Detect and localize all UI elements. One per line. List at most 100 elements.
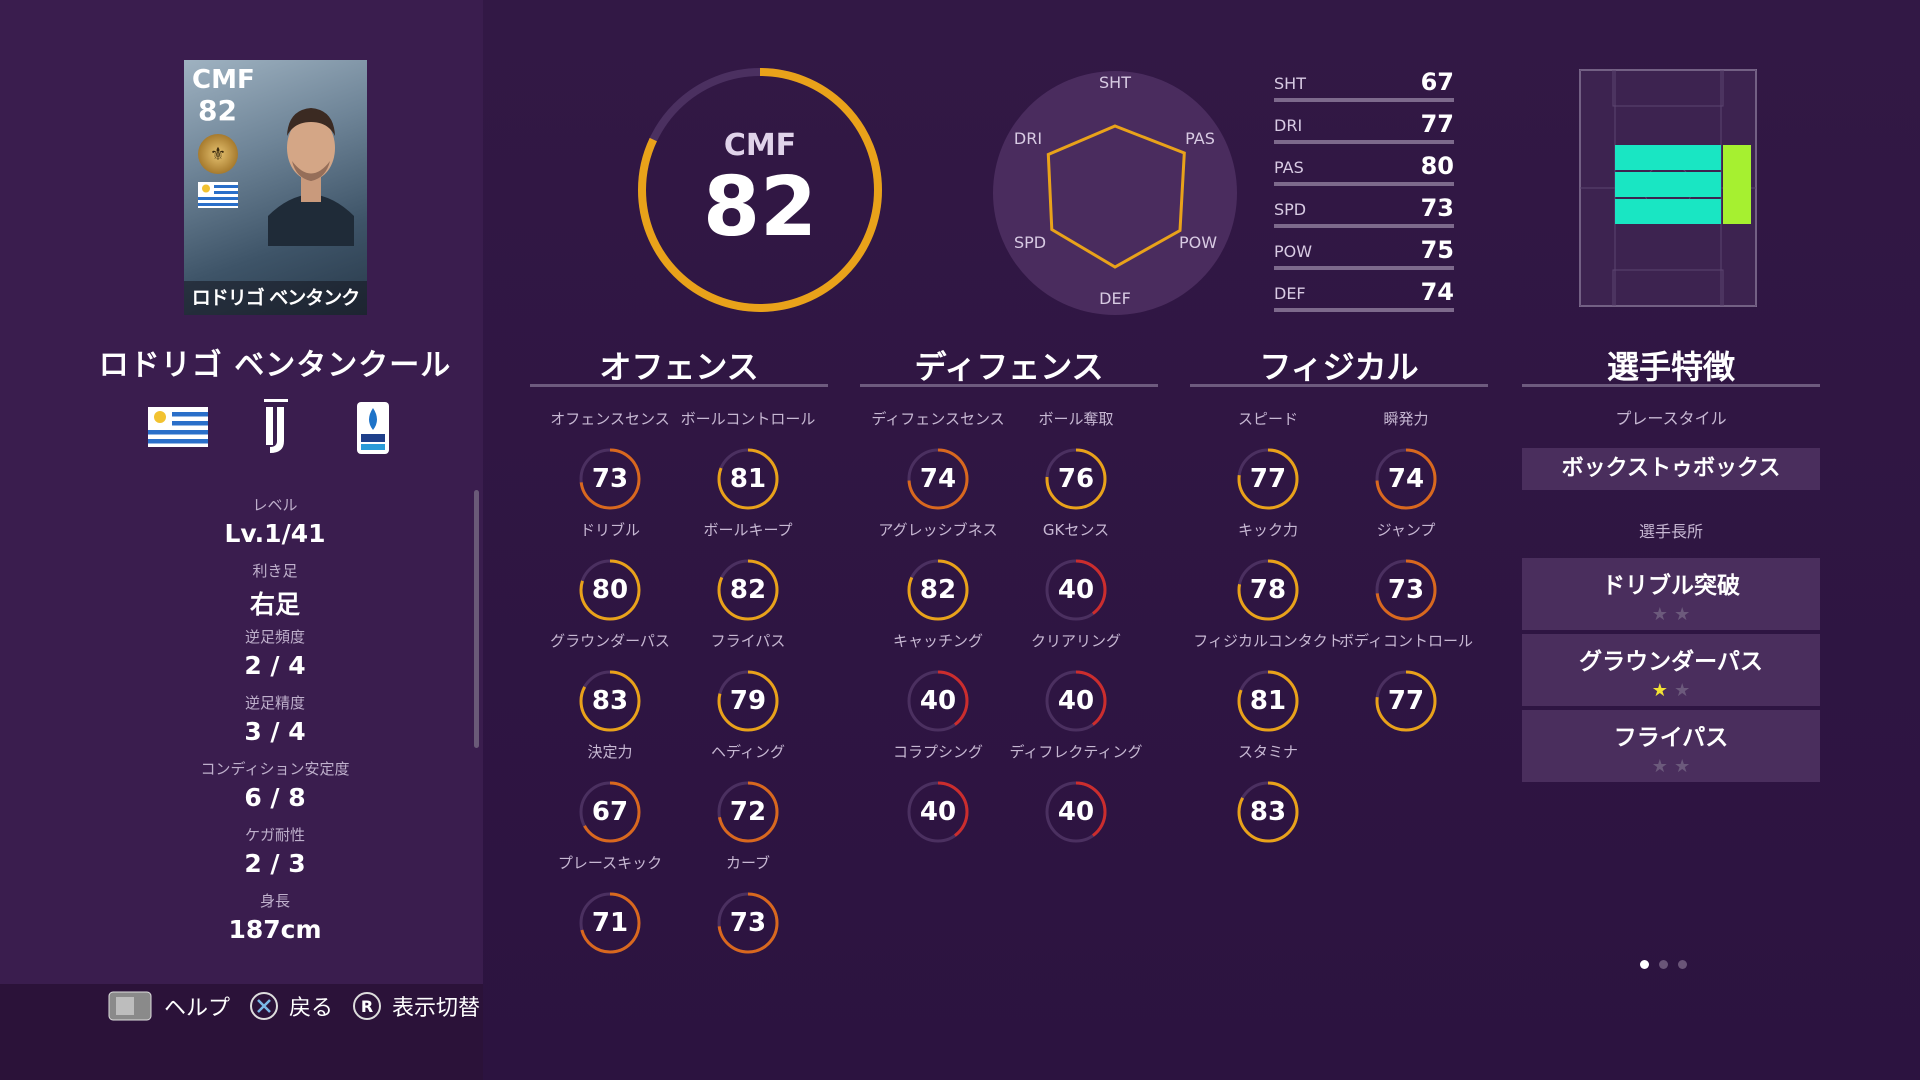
page-indicator[interactable]: [1640, 960, 1687, 969]
stat-value: 82: [729, 575, 767, 605]
back-hint[interactable]: 戻る: [249, 988, 333, 1024]
stat-ring-arc: [907, 781, 969, 843]
stat-label: プレースキック: [557, 854, 663, 872]
uruguay-flag-icon: [198, 182, 238, 208]
stat-ring: [579, 448, 641, 510]
stat-ring: [1237, 559, 1299, 621]
pitch-zone-primary: [1615, 145, 1721, 170]
stat-value: 81: [1249, 686, 1287, 716]
playstyle-label: プレースタイル: [1615, 409, 1727, 428]
offense-title: オフェンス: [599, 348, 759, 386]
card-player-name: ロドリゴ ベンタンクール: [184, 281, 367, 315]
stat-label: ボール奪取: [1038, 410, 1114, 428]
stat-ring-arc: [579, 670, 641, 732]
stat-value: 81: [729, 464, 767, 494]
stat-ring: [1045, 559, 1107, 621]
summary-bar: [1274, 266, 1454, 270]
page-dot-active[interactable]: [1640, 960, 1649, 969]
stat-value: 77: [1249, 464, 1287, 494]
position-pitch-map: [1579, 69, 1757, 307]
stat-label: ボディコントロール: [1339, 632, 1473, 650]
stat-label: キャッチング: [892, 632, 983, 650]
stat-ring-arc: [579, 559, 641, 621]
card-position: CMF: [192, 65, 255, 95]
weak-foot-accuracy-value: 3 / 4: [244, 717, 306, 746]
foot-value: 右足: [249, 590, 300, 619]
stat-value: 83: [1249, 797, 1287, 827]
stat-ring-arc: [1045, 448, 1107, 510]
info-scrollbar[interactable]: [474, 490, 479, 748]
nationality-flag-icon: [148, 407, 208, 447]
star-rating-icon: ★ ★: [1651, 604, 1691, 625]
stat-ring: [717, 448, 779, 510]
playstyle-box: ボックストゥボックス: [1522, 448, 1820, 490]
stat-label: フィジカルコンタクト: [1193, 632, 1343, 650]
star-rating-icon: ★ ★: [1651, 680, 1691, 701]
stat-label: ヘディング: [711, 743, 785, 761]
stat-ring-arc: [1045, 670, 1107, 732]
overall-ring: [638, 68, 882, 312]
skills-label: 選手長所: [1638, 522, 1703, 541]
stat-label: カーブ: [725, 854, 771, 872]
cross-button-icon: [250, 992, 278, 1020]
stat-label: オフェンスセンス: [550, 410, 670, 428]
stat-ring-arc: [907, 559, 969, 621]
injury-resistance-label: ケガ耐性: [244, 826, 305, 844]
page-dot[interactable]: [1659, 960, 1668, 969]
stat-value: 40: [1057, 686, 1095, 716]
stat-ring-arc: [1375, 559, 1437, 621]
stat-ring: [579, 559, 641, 621]
stat-label: ボールキープ: [703, 521, 793, 539]
page-dot[interactable]: [1678, 960, 1687, 969]
form-value: 6 / 8: [244, 783, 306, 812]
stat-value: 78: [1249, 575, 1287, 605]
stat-ring: [717, 670, 779, 732]
stat-label: 瞬発力: [1383, 410, 1429, 428]
weak-foot-accuracy-label: 逆足精度: [244, 694, 305, 712]
stat-ring: [907, 448, 969, 510]
skill-name: ドリブル突破: [1602, 573, 1740, 599]
stat-ring-arc: [1375, 448, 1437, 510]
toggle-view-hint[interactable]: R 表示切替: [352, 988, 480, 1024]
card-overall: 82: [198, 94, 237, 127]
stat-label: スピード: [1237, 410, 1298, 428]
traits-divider: [1522, 384, 1820, 387]
stat-ring: [907, 781, 969, 843]
stat-ring-arc: [717, 892, 779, 954]
stat-ring: [1237, 781, 1299, 843]
summary-bar: [1274, 98, 1454, 102]
summary-row-sht: SHT 67: [1274, 68, 1454, 102]
summary-bar: [1274, 182, 1454, 186]
stat-value: 77: [1387, 686, 1425, 716]
radar-label-spd: SPD: [1014, 233, 1046, 252]
toggle-view-hint-label: 表示切替: [392, 996, 481, 1021]
stat-label: ジャンプ: [1376, 521, 1436, 539]
stat-ring-arc: [717, 448, 779, 510]
stat-ring-arc: [1375, 670, 1437, 732]
help-hint[interactable]: ヘルプ: [108, 988, 230, 1024]
player-portrait: [268, 108, 354, 246]
summary-bar: [1274, 140, 1454, 144]
stat-value: 71: [591, 908, 629, 938]
stat-ring-arc: [1045, 781, 1107, 843]
pitch-zone-primary: [1615, 199, 1721, 224]
stat-label: GKセンス: [1042, 521, 1110, 539]
stat-value: 40: [919, 686, 957, 716]
stat-ring-arc: [717, 781, 779, 843]
skill-lofted-pass: フライパス ★ ★: [1522, 710, 1820, 782]
stat-ring: [1237, 670, 1299, 732]
stat-ring: [579, 892, 641, 954]
pitch-zone-secondary: [1723, 145, 1751, 224]
stat-ring-arc: [1237, 448, 1299, 510]
summary-bar: [1274, 224, 1454, 228]
stat-label: アグレッシブネス: [878, 521, 998, 539]
stat-label: 決定力: [587, 743, 633, 761]
radar-label-pas: PAS: [1185, 129, 1215, 148]
stat-ring-arc: [1045, 559, 1107, 621]
height-label: 身長: [259, 892, 290, 910]
stat-ring-arc: [579, 892, 641, 954]
physical-divider: [1190, 384, 1488, 387]
summary-value: 67: [1420, 68, 1454, 96]
stat-label: クリアリング: [1030, 632, 1121, 650]
stat-ring-arc: [1237, 670, 1299, 732]
